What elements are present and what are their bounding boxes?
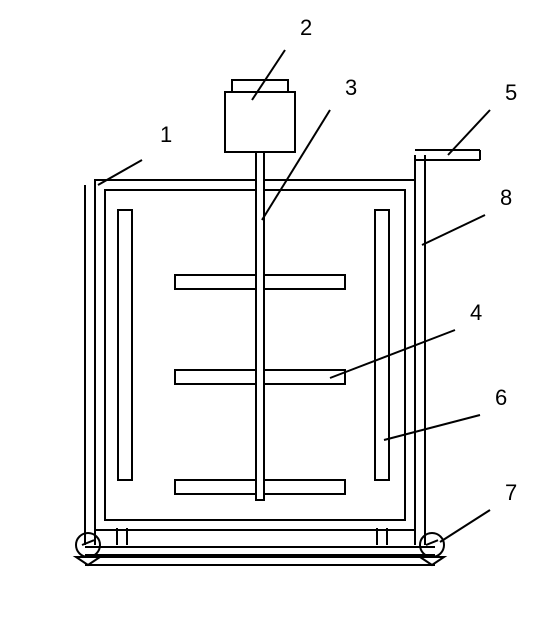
label-5: 5	[505, 80, 517, 105]
label-6: 6	[495, 385, 507, 410]
label-2: 2	[300, 15, 312, 40]
label-1: 1	[160, 122, 172, 147]
label-7: 7	[505, 480, 517, 505]
shaft	[256, 152, 264, 500]
label-8: 8	[500, 185, 512, 210]
label-3: 3	[345, 75, 357, 100]
label-4: 4	[470, 300, 482, 325]
